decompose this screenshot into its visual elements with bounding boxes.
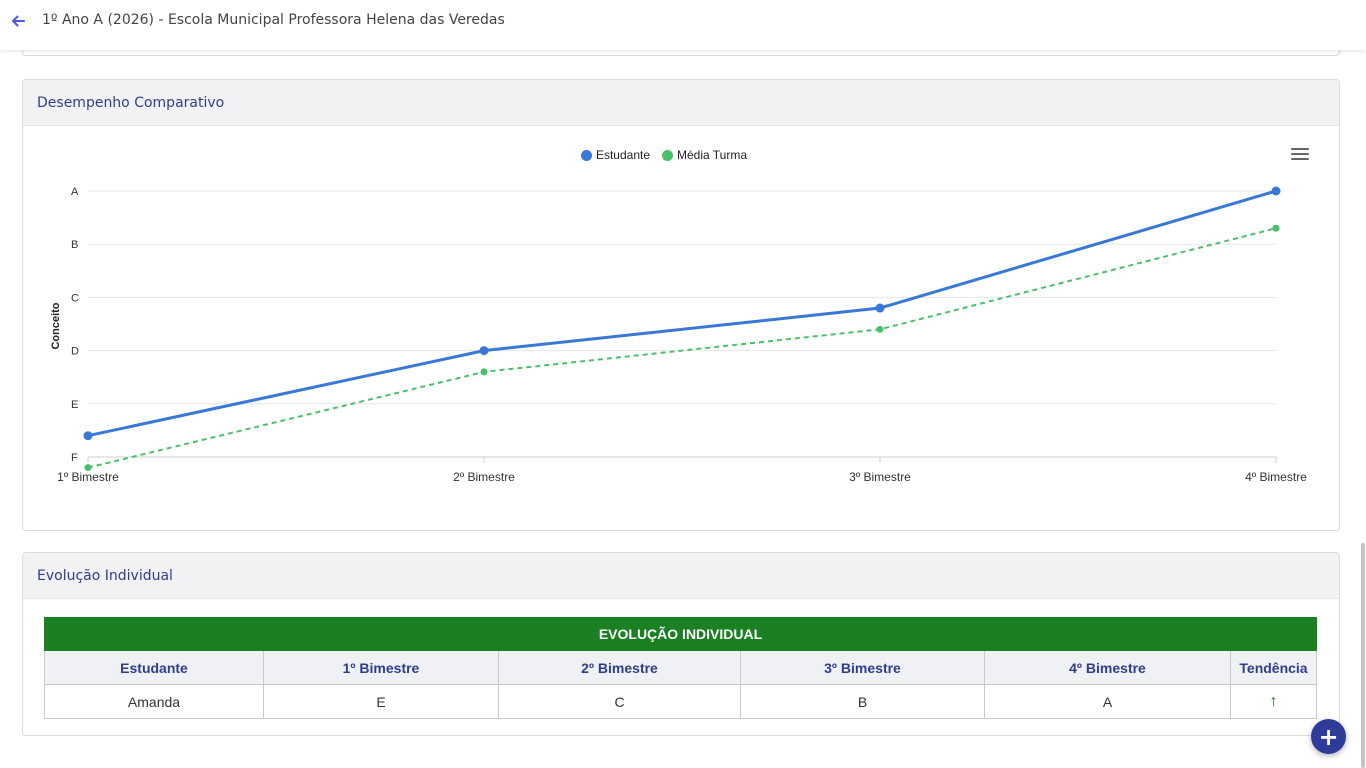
- y-tick-label: E: [71, 399, 78, 411]
- x-tick-label: 1º Bimestre: [57, 470, 119, 484]
- series-line: [87, 227, 1277, 469]
- cell-b1: E: [263, 684, 499, 719]
- legend-label: Estudante: [595, 148, 650, 162]
- column-header-b4: 4º Bimestre: [984, 650, 1231, 685]
- arrow-left-icon: [12, 15, 25, 27]
- y-tick-label: D: [71, 346, 79, 358]
- card-title: Desempenho Comparativo: [23, 80, 1339, 126]
- column-header-b3: 3º Bimestre: [740, 650, 985, 685]
- page-title: 1º Ano A (2026) - Escola Municipal Profe…: [42, 12, 505, 28]
- series-line: [87, 189, 1277, 438]
- hamburger-menu-icon[interactable]: [1291, 146, 1309, 162]
- table-banner: EVOLUÇÃO INDIVIDUAL: [44, 617, 1317, 651]
- data-point: [479, 346, 489, 356]
- cell-b4: A: [984, 684, 1231, 719]
- data-point: [480, 368, 488, 376]
- card-title: Evolução Individual: [23, 553, 1339, 599]
- y-axis-label: Conceito: [50, 302, 62, 349]
- x-tick-label: 2º Bimestre: [453, 470, 515, 484]
- cell-student: Amanda: [44, 684, 264, 719]
- line-chart: A B C D E F 1º Bimestre 2º Bimestre 3º Bimestre 4…: [50, 186, 1307, 484]
- cell-b2: C: [498, 684, 741, 719]
- top-bar: 1º Ano A (2026) - Escola Municipal Profe…: [0, 0, 1366, 50]
- arrow-up-icon: ↑: [1269, 692, 1278, 710]
- legend-label: Média Turma: [677, 148, 748, 162]
- cell-b3: B: [740, 684, 985, 719]
- individual-evolution-card: Evolução Individual EVOLUÇÃO INDIVIDUAL …: [22, 552, 1340, 736]
- cell-trend: ↑: [1230, 684, 1317, 719]
- comparative-performance-card: Desempenho Comparativo Estudante Média T…: [22, 79, 1340, 531]
- column-header-b1: 1º Bimestre: [263, 650, 499, 685]
- data-point: [875, 303, 885, 313]
- chart-legend: Estudante Média Turma: [23, 148, 1322, 162]
- x-tick-label: 4º Bimestre: [1245, 470, 1307, 484]
- y-tick-label: C: [71, 292, 79, 304]
- y-tick-label: A: [71, 186, 79, 198]
- x-tick-label: 3º Bimestre: [849, 470, 911, 484]
- data-point: [1271, 186, 1281, 196]
- data-point: [84, 464, 92, 472]
- data-point: [1272, 224, 1280, 232]
- legend-marker: [662, 149, 673, 161]
- legend-item-class-average[interactable]: Média Turma: [662, 148, 747, 162]
- table-wrapper: EVOLUÇÃO INDIVIDUAL Estudante 1º Bimestr…: [23, 599, 1339, 735]
- y-tick-label: B: [71, 239, 78, 251]
- y-tick-label: F: [71, 452, 78, 464]
- column-header-student: Estudante: [44, 650, 264, 685]
- back-button[interactable]: [8, 11, 28, 31]
- table-row: Amanda E C B A ↑: [44, 684, 1317, 719]
- legend-item-student[interactable]: Estudante: [580, 148, 650, 162]
- add-button[interactable]: +: [1311, 719, 1346, 754]
- column-header-b2: 2º Bimestre: [498, 650, 741, 685]
- data-point: [876, 325, 884, 333]
- scrollbar[interactable]: [1361, 543, 1365, 768]
- evolution-table: EVOLUÇÃO INDIVIDUAL Estudante 1º Bimestr…: [44, 617, 1317, 719]
- data-point: [83, 431, 93, 441]
- column-header-trend: Tendência: [1230, 650, 1317, 685]
- legend-marker: [580, 149, 592, 161]
- chart-area: Estudante Média Turma A B C D E F 1º Bimestre 2…: [23, 126, 1339, 530]
